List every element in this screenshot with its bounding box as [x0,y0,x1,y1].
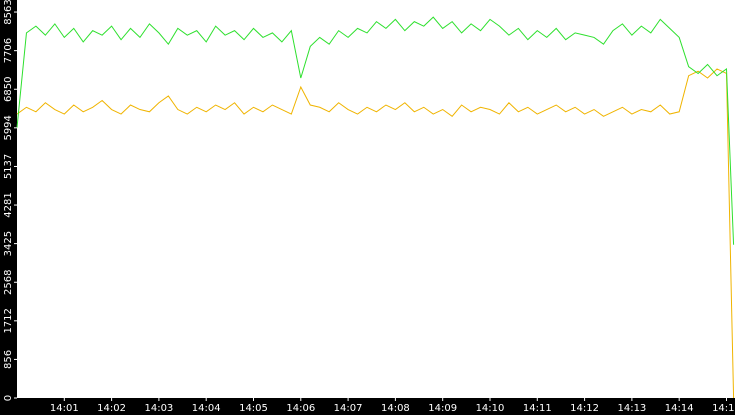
y-tick-label: 1712 [3,308,14,333]
y-tick-label: 5137 [3,154,14,179]
series-line [16,16,735,245]
plot-area [17,0,735,398]
x-tick-label: 14:09 [428,403,457,414]
x-tick-label: 14:10 [476,403,505,414]
x-tick-label: 14:06 [286,403,315,414]
y-tick-label: 8563 [3,0,14,25]
x-tick-label: 14:12 [570,403,599,414]
x-tick-label: 14:05 [239,403,268,414]
y-tick-label: 2568 [3,270,14,295]
y-tick-label: 3425 [3,231,14,256]
y-tick-label: 856 [3,350,14,369]
y-tick-label: 0 [3,395,14,401]
x-tick-label: 14:15 [712,403,735,414]
x-tick-label: 14:08 [381,403,410,414]
y-tick-label: 6850 [3,77,14,102]
x-tick-label: 14:07 [334,403,363,414]
y-tick-label: 4281 [3,192,14,217]
x-tick-label: 14:14 [665,403,694,414]
x-tick-label: 14:01 [50,403,79,414]
x-tick-label: 14:02 [97,403,126,414]
y-tick-label: 7706 [3,38,14,63]
x-tick-label: 14:03 [144,403,173,414]
x-tick-label: 14:11 [523,403,552,414]
x-tick-label: 14:04 [192,403,221,414]
series-line [16,68,735,399]
y-tick-label: 5994 [3,115,14,140]
x-tick-label: 14:13 [617,403,646,414]
